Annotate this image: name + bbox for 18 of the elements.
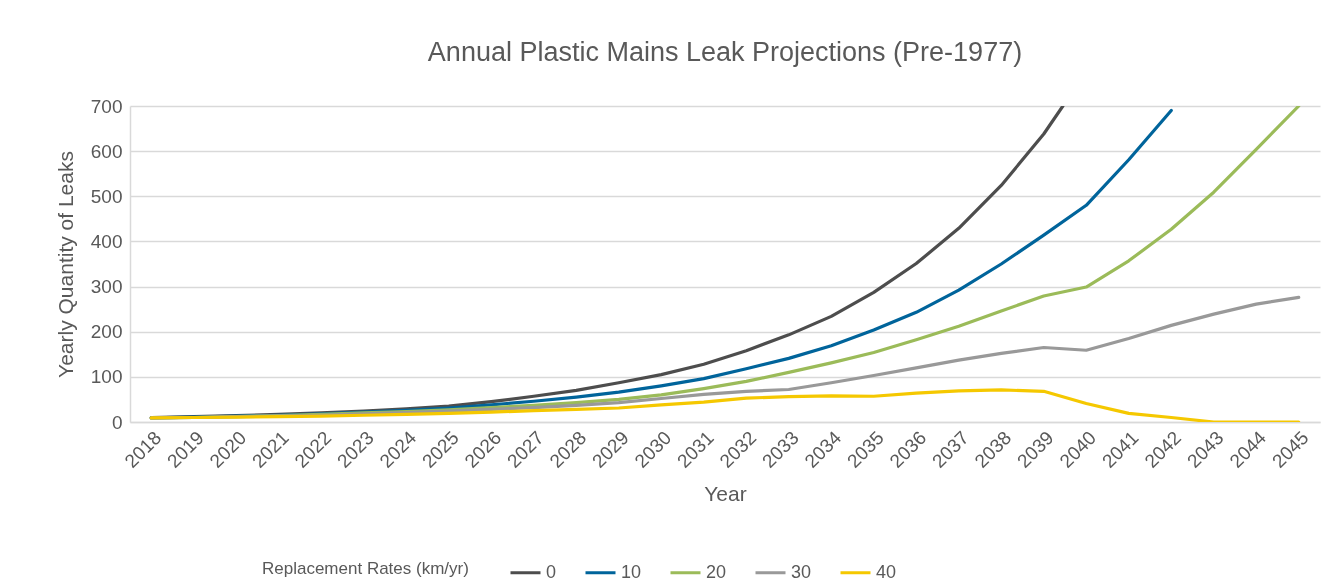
legend-label: 0 bbox=[546, 561, 557, 579]
chart-title: Annual Plastic Mains Leak Projections (Pre-1977) bbox=[427, 37, 1023, 67]
legend-label: 20 bbox=[706, 561, 727, 579]
y-axis-title: Yearly Quantity of Leaks bbox=[53, 151, 77, 378]
y-tick-label: 300 bbox=[90, 276, 123, 298]
y-tick-label: 0 bbox=[111, 411, 123, 433]
y-tick-label: 700 bbox=[90, 95, 123, 117]
y-tick-label: 100 bbox=[90, 366, 123, 388]
legend-title: Replacement Rates (km/yr) bbox=[262, 559, 469, 578]
line-series bbox=[149, 388, 1301, 422]
y-tick-label: 600 bbox=[90, 140, 123, 162]
legend-label: 10 bbox=[621, 561, 642, 579]
x-axis-title: Year bbox=[704, 481, 747, 505]
legend-label: 40 bbox=[876, 561, 897, 579]
y-tick-label: 400 bbox=[90, 230, 123, 252]
y-tick-label: 200 bbox=[90, 321, 123, 343]
legend-label: 30 bbox=[791, 561, 812, 579]
y-tick-label: 500 bbox=[90, 185, 123, 207]
